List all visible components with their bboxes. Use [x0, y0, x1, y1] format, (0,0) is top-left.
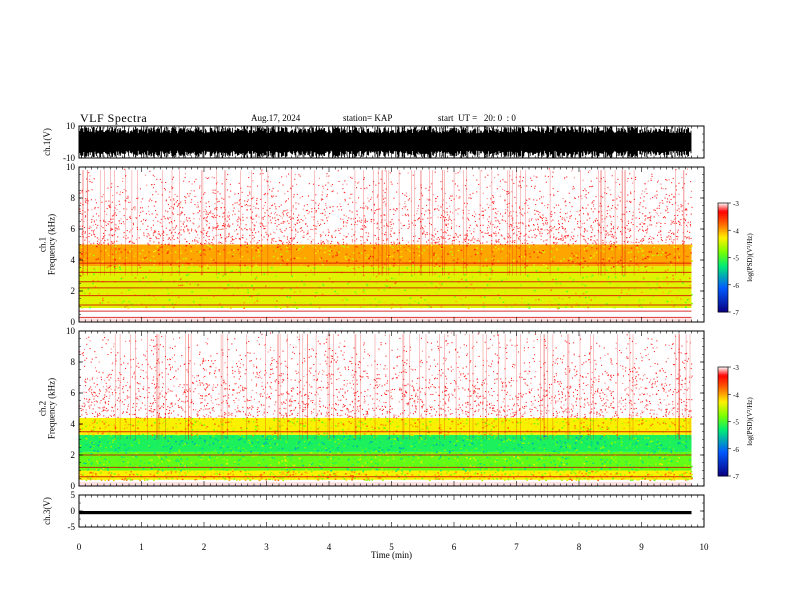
- panel3-ytick-0: 0: [71, 481, 76, 491]
- panel1-ytick--10: -10: [63, 153, 75, 163]
- colorbar1-label: log(PSD)(V²/Hz): [746, 233, 754, 282]
- date-label: Aug.17, 2024: [251, 113, 301, 123]
- panel1-ytick-10: 10: [66, 121, 76, 131]
- colorbar2-tick--6: -6: [733, 446, 739, 454]
- colorbar2-tick--4: -4: [733, 391, 739, 399]
- colorbar-1: [717, 202, 731, 313]
- colorbar2-tick--7: -7: [733, 473, 739, 481]
- xtick-2: 2: [202, 542, 207, 552]
- ch2-band-1: [79, 451, 692, 471]
- panel2-ylabel: ch.1: [38, 237, 48, 252]
- xtick-1: 1: [139, 542, 144, 552]
- colorbar1-tick--5: -5: [733, 255, 739, 263]
- panel3-ytick-2: 2: [71, 450, 76, 460]
- panel2-ytick-6: 6: [71, 224, 76, 234]
- xtick-5: 5: [389, 542, 394, 552]
- panel2-ytick-10: 10: [66, 162, 76, 172]
- xtick-6: 6: [452, 542, 457, 552]
- colorbar1-tick--3: -3: [733, 200, 739, 208]
- panel4-ytick-0: 0: [71, 506, 76, 516]
- panel4-ylabel: ch.3(V): [42, 497, 52, 525]
- panel3-ytick-8: 8: [71, 357, 76, 367]
- xtick-7: 7: [514, 542, 519, 552]
- ch3-waveform-trace: [79, 511, 692, 515]
- colorbar2-tick--3: -3: [733, 364, 739, 372]
- xtick-8: 8: [577, 542, 582, 552]
- panel2-ytick-0: 0: [71, 317, 76, 327]
- start-time-label: start UT = 20: 0 : 0: [438, 113, 516, 123]
- xtick-3: 3: [264, 542, 269, 552]
- figure-title: VLF Spectra: [80, 111, 148, 125]
- ch2-band-3: [79, 417, 692, 435]
- panel3-ytick-4: 4: [71, 419, 76, 429]
- colorbar-2: [717, 366, 731, 477]
- ch1-band-0: [79, 266, 692, 309]
- ch1-waveform-trace: [78, 126, 692, 158]
- panel2-ytick-8: 8: [71, 193, 76, 203]
- ch2-spectrogram-image: [79, 331, 693, 486]
- panel3-ytick-10: 10: [66, 326, 76, 336]
- colorbar1-tick--4: -4: [733, 227, 739, 235]
- xtick-4: 4: [327, 542, 332, 552]
- panel4-ytick--5: -5: [68, 522, 76, 532]
- panel3-ylabel: ch.2: [38, 401, 48, 416]
- xtick-10: 10: [700, 542, 710, 552]
- x-axis-label: Time (min): [371, 550, 412, 560]
- panel3-ylabel: Frequency (kHz): [47, 378, 57, 439]
- station-label: station= KAP: [343, 113, 393, 123]
- colorbar1-tick--7: -7: [733, 309, 739, 317]
- ch1-spectrogram-image: [79, 167, 693, 322]
- colorbar2-label: log(PSD)(V²/Hz): [746, 397, 754, 446]
- panel4-ytick-5: 5: [71, 490, 76, 500]
- colorbar2-tick--5: -5: [733, 419, 739, 427]
- panel1-ylabel: ch.1(V): [42, 128, 52, 156]
- xtick-0: 0: [77, 542, 82, 552]
- panel3-ytick-6: 6: [71, 388, 76, 398]
- panel2-ytick-4: 4: [71, 255, 76, 265]
- ch2-band-0: [79, 470, 692, 480]
- panel2-ytick-2: 2: [71, 286, 76, 296]
- panel2-ylabel: Frequency (kHz): [47, 214, 57, 275]
- colorbar1-tick--6: -6: [733, 282, 739, 290]
- xtick-9: 9: [639, 542, 644, 552]
